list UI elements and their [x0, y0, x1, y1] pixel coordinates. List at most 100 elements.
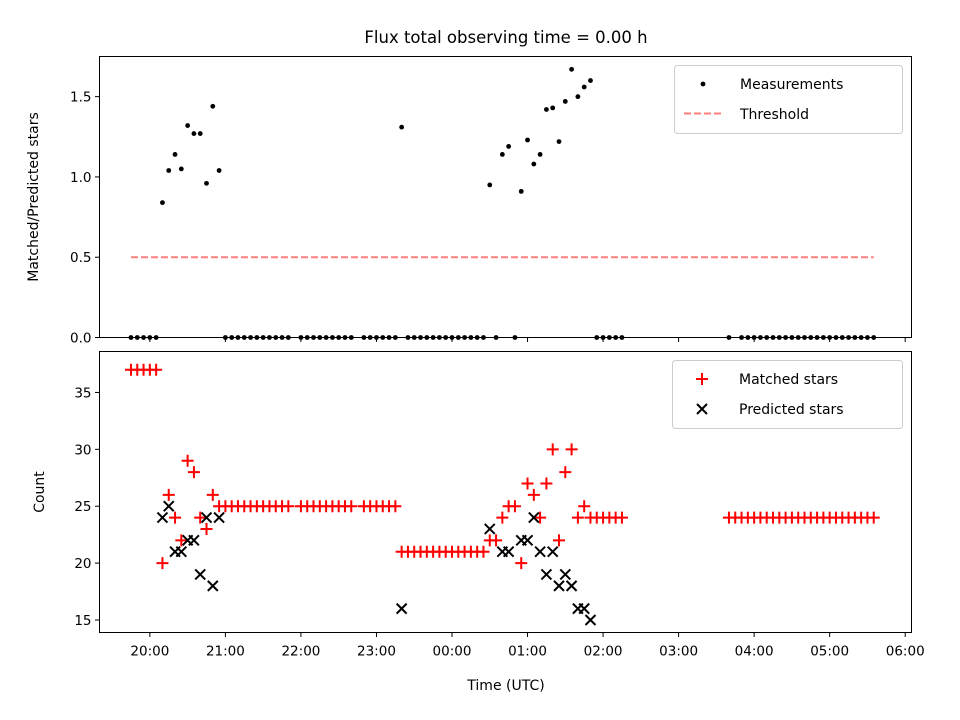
measurement-point: [531, 161, 537, 167]
predicted-star-point: [521, 534, 534, 547]
measurement-point: [588, 78, 593, 83]
bottom-legend-box: [672, 360, 903, 429]
matched-star-point: [162, 488, 175, 501]
matched-star-point: [565, 443, 578, 456]
measurement-point: [185, 123, 191, 128]
x-tick-label: 23:00: [357, 644, 396, 660]
predicted-star-point: [528, 511, 540, 524]
top-plot-area: [128, 66, 877, 340]
chart-title: Flux total observing time = 0.00 h: [364, 28, 647, 47]
matched-star-point: [559, 466, 572, 479]
measurement-point: [544, 107, 549, 112]
predicted-star-point: [200, 511, 213, 524]
bottom-y-ticks: 15 20 25 30 35: [74, 385, 100, 629]
predicted-star-point: [156, 511, 169, 524]
matched-star-point: [194, 511, 207, 524]
predicted-star-point: [565, 580, 578, 592]
top-y-axis-label: Matched/Predicted stars: [26, 112, 42, 282]
x-tick-label: 03:00: [659, 644, 698, 660]
predicted-star-point: [502, 546, 515, 558]
matched-star-point: [508, 500, 521, 513]
measurement-point: [499, 152, 505, 157]
measurement-point: [210, 103, 216, 109]
bottom-y-tick-label: 25: [74, 499, 91, 515]
x-tick-label: 01:00: [508, 644, 547, 660]
matched-star-point: [156, 557, 169, 570]
matched-star-point: [490, 534, 503, 547]
top-panel: Flux total observing time = 0.00 h Match…: [26, 28, 912, 347]
matched-star-point: [553, 534, 566, 547]
predicted-star-point: [547, 546, 559, 558]
top-legend-box: [674, 65, 903, 134]
bottom-y-tick-label: 15: [74, 613, 91, 629]
x-tick-label: 21:00: [206, 644, 245, 660]
predicted-star-point: [484, 523, 496, 535]
bottom-y-tick-label: 20: [74, 556, 91, 572]
predicted-star-point: [175, 546, 188, 558]
bottom-y-tick-label: 35: [74, 385, 91, 401]
matched-star-point: [571, 511, 584, 524]
x-tick-label: 20:00: [130, 644, 169, 660]
measurement-point: [178, 166, 184, 172]
legend-predicted-label: Predicted stars: [739, 402, 844, 418]
bottom-y-tick-label: 30: [74, 442, 91, 458]
predicted-star-point: [194, 568, 206, 581]
top-legend: Measurements Threshold: [674, 65, 903, 134]
x-tick-label: 22:00: [281, 644, 320, 660]
top-y-tick-label: 0.0: [70, 331, 91, 347]
matched-star-point: [150, 363, 163, 376]
bottom-plot-area: [124, 363, 880, 626]
measurement-point: [399, 124, 405, 130]
measurement-point: [537, 152, 543, 157]
legend-predicted-marker: [696, 403, 708, 415]
predicted-star-point: [559, 568, 572, 581]
matched-star-point: [578, 500, 591, 513]
matched-star-point: [389, 500, 402, 513]
matched-star-point: [496, 511, 509, 524]
measurement-point: [166, 168, 172, 173]
matched-star-point: [181, 454, 194, 467]
bottom-legend: Matched stars Predicted stars: [672, 360, 903, 429]
predicted-star-point: [534, 546, 546, 558]
top-axes-frame: [99, 56, 912, 338]
x-axis-label: Time (UTC): [466, 678, 544, 694]
predicted-star-point: [578, 602, 590, 615]
top-y-tick-label: 0.5: [70, 250, 91, 266]
matched-star-point: [206, 488, 219, 501]
matched-star-point: [527, 488, 540, 501]
matched-star-point: [282, 500, 295, 513]
matched-star-point: [200, 522, 213, 535]
measurement-point: [581, 84, 587, 90]
measurement-point: [172, 152, 178, 157]
matched-star-point: [534, 511, 547, 524]
predicted-star-point: [207, 580, 219, 592]
matched-star-point: [175, 534, 188, 547]
measurement-point: [550, 105, 556, 111]
matched-star-point: [521, 477, 534, 490]
predicted-star-point: [540, 568, 553, 581]
measurement-point: [487, 182, 493, 188]
x-tick-label: 05:00: [810, 644, 849, 660]
predicted-star-point: [584, 614, 597, 626]
measurement-point: [569, 66, 574, 72]
top-y-tick-label: 1.5: [70, 90, 91, 106]
predicted-star-point: [163, 500, 175, 512]
bottom-x-ticks: 20:00 21:00 22:00 23:00 00:00 01:00 02:00 03:00…: [130, 632, 925, 660]
legend-measurements-marker: [700, 81, 706, 87]
predicted-star-point: [213, 511, 225, 524]
measurement-point: [191, 131, 197, 136]
measurement-point: [562, 99, 568, 104]
bottom-y-axis-label: Count: [32, 471, 48, 513]
matched-star-point: [867, 511, 880, 524]
measurement-point: [556, 139, 562, 145]
measurement-point: [518, 188, 524, 194]
legend-matched-label: Matched stars: [739, 372, 838, 388]
matched-star-point: [187, 466, 200, 479]
matched-star-point: [615, 511, 628, 524]
bottom-panel: Count Time (UTC) 15 20 25 30 35 20:00 21:00 22…: [32, 351, 925, 694]
predicted-star-point: [553, 580, 565, 592]
matched-star-point: [515, 557, 528, 570]
predicted-star-point: [395, 602, 408, 615]
x-tick-label: 04:00: [735, 644, 774, 660]
